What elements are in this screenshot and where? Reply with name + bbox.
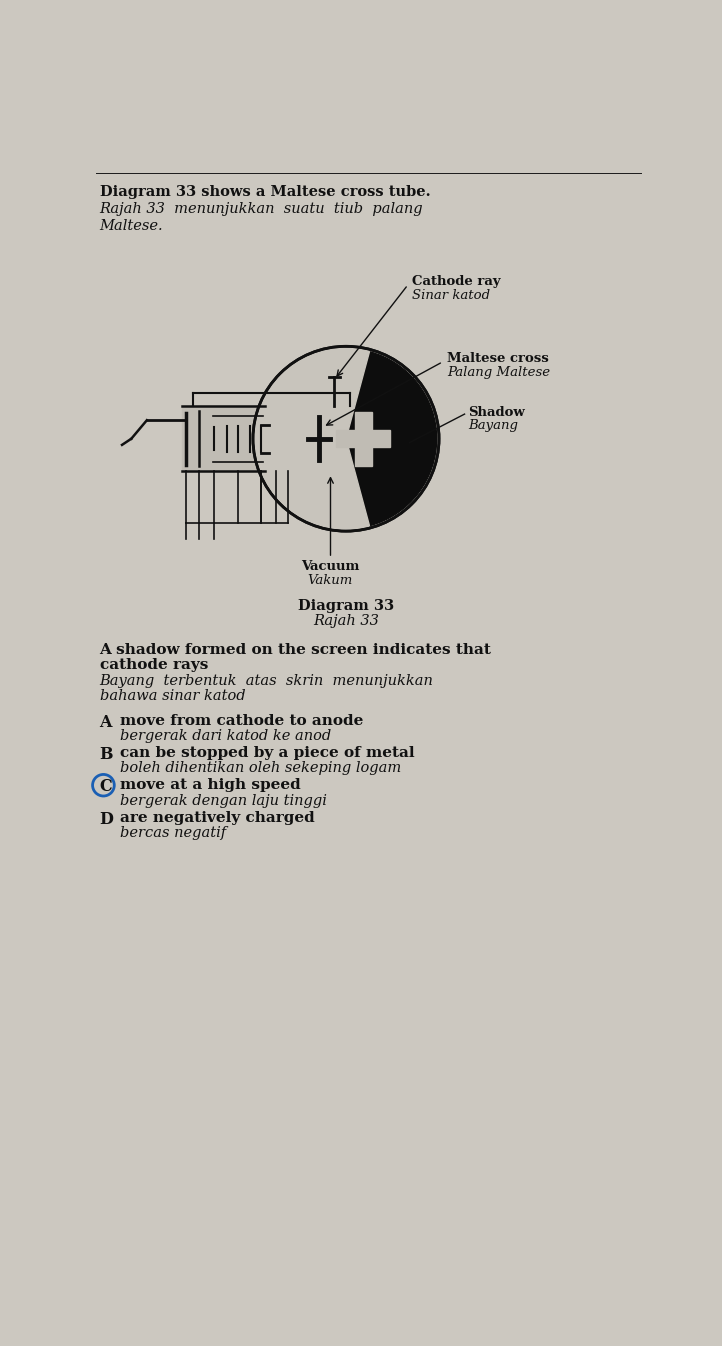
Text: Bayang: Bayang <box>469 420 518 432</box>
Text: Vacuum: Vacuum <box>301 560 360 573</box>
Text: Palang Maltese: Palang Maltese <box>447 366 550 378</box>
Text: Diagram 33: Diagram 33 <box>298 599 394 612</box>
Bar <box>182 406 265 471</box>
Text: Rajah 33  menunjukkan  suatu  tiub  palang: Rajah 33 menunjukkan suatu tiub palang <box>100 202 423 215</box>
Text: A: A <box>100 713 112 731</box>
Text: Rajah 33: Rajah 33 <box>313 614 379 629</box>
Circle shape <box>253 346 439 532</box>
Text: Sinar katod: Sinar katod <box>412 288 490 302</box>
Text: can be stopped by a piece of metal: can be stopped by a piece of metal <box>120 746 414 760</box>
Text: A shadow formed on the screen indicates that: A shadow formed on the screen indicates … <box>100 643 492 657</box>
Text: Maltese.: Maltese. <box>100 218 163 233</box>
Text: Diagram 33 shows a Maltese cross tube.: Diagram 33 shows a Maltese cross tube. <box>100 184 430 199</box>
Text: boleh dihentikan oleh sekeping logam: boleh dihentikan oleh sekeping logam <box>120 762 401 775</box>
Text: B: B <box>100 746 113 763</box>
Text: bahawa sinar katod: bahawa sinar katod <box>100 689 245 703</box>
Text: bergerak dengan laju tinggi: bergerak dengan laju tinggi <box>120 794 326 808</box>
Text: Shadow: Shadow <box>469 406 525 420</box>
Text: C: C <box>100 778 113 795</box>
Text: move from cathode to anode: move from cathode to anode <box>120 713 363 728</box>
Text: Vakum: Vakum <box>308 575 353 587</box>
Text: Cathode ray: Cathode ray <box>412 276 500 288</box>
Text: D: D <box>100 810 113 828</box>
Wedge shape <box>256 349 370 529</box>
Text: Maltese cross: Maltese cross <box>447 353 549 366</box>
Bar <box>355 412 372 466</box>
Bar <box>336 431 390 447</box>
Text: are negatively charged: are negatively charged <box>120 810 315 825</box>
Wedge shape <box>346 351 437 526</box>
Text: move at a high speed: move at a high speed <box>120 778 300 793</box>
Text: bercas negatif: bercas negatif <box>120 826 226 840</box>
Text: cathode rays: cathode rays <box>100 658 208 672</box>
Text: bergerak dari katod ke anod: bergerak dari katod ke anod <box>120 730 331 743</box>
Text: Bayang  terbentuk  atas  skrin  menunjukkan: Bayang terbentuk atas skrin menunjukkan <box>100 673 433 688</box>
